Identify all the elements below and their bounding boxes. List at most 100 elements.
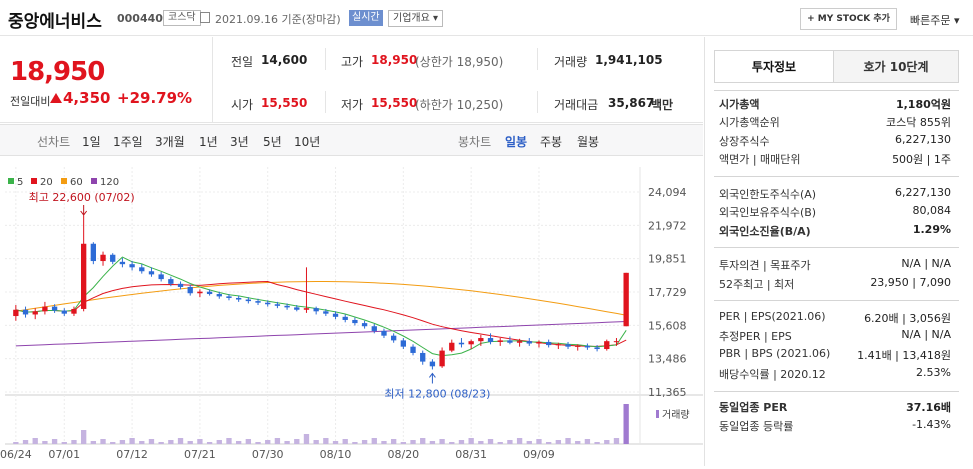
y-tick-label: 24,094 — [648, 186, 687, 199]
ma60-line — [15, 281, 627, 316]
company-overview-button[interactable]: 기업개요 ▾ — [388, 10, 443, 27]
calendar-icon — [200, 12, 210, 23]
min-arrow-icon — [429, 372, 436, 384]
candle-body — [410, 346, 416, 353]
info-label: 외국인소진율(B/A) — [719, 225, 811, 238]
info-row: PER | EPS(2021.06) 6.20배 | 3,056원 — [719, 310, 951, 328]
info-value: 6,227,130 — [895, 133, 951, 146]
y-tick-label: 13,486 — [648, 353, 687, 366]
period-5y[interactable]: 5년 — [263, 135, 282, 149]
x-tick-label: 07/21 — [184, 448, 216, 461]
info-row: 추정PER | EPS N/A | N/A — [719, 328, 951, 346]
volume-bar — [284, 441, 290, 444]
volume-bar — [32, 438, 38, 444]
prev-close-value: 14,600 — [261, 53, 308, 67]
y-tick-label: 15,608 — [648, 319, 687, 332]
candle-weekly[interactable]: 주봉 — [540, 135, 563, 149]
candle-body — [449, 342, 455, 351]
divider — [537, 48, 538, 70]
period-3y[interactable]: 3년 — [230, 135, 249, 149]
candle-monthly[interactable]: 월봉 — [577, 135, 600, 149]
volume-bar — [226, 438, 232, 444]
y-tick-label: 17,729 — [648, 286, 687, 299]
info-value: -1.43% — [912, 418, 951, 431]
date-text: 2021.09.16 기준(장마감) — [215, 13, 341, 26]
volume-bar — [110, 442, 116, 444]
volume-bar — [51, 439, 58, 444]
divider — [537, 91, 538, 113]
info-value: 23,950 | 7,090 — [870, 276, 951, 289]
candle-body — [158, 274, 164, 280]
lower-limit-text: (하한가 10,250) — [415, 98, 504, 112]
tab-underline — [714, 82, 959, 83]
volume-bar — [516, 438, 523, 444]
volume-bar — [478, 441, 484, 444]
info-label: 배당수익률 | 2020.12 — [719, 368, 826, 381]
info-row: 외국인소진율(B/A) 1.29% — [719, 223, 951, 241]
add-mystock-button[interactable]: + MY STOCK 추가 — [800, 8, 897, 30]
legend-swatch — [91, 178, 97, 184]
volume-bar — [604, 440, 610, 444]
period-10y[interactable]: 10년 — [294, 135, 321, 149]
period-1y[interactable]: 1년 — [199, 135, 218, 149]
prev-day-label: 전일대비 — [10, 95, 51, 108]
low-value: 15,550 — [371, 96, 418, 110]
period-3m[interactable]: 3개월 — [155, 135, 185, 149]
candle-body — [400, 340, 407, 347]
line-chart-title: 선차트 — [37, 135, 71, 149]
x-tick-label: 08/10 — [320, 448, 352, 461]
candle-body — [168, 279, 174, 284]
volume-bar — [313, 440, 319, 444]
x-tick-label: 09/09 — [523, 448, 555, 461]
volume-label: 거래량 — [554, 55, 588, 69]
stock-chart[interactable]: 24,094 21,972 19,851 17,729 15,608 13,486 11,3… — [0, 157, 705, 466]
volume-bar — [497, 442, 503, 444]
investment-info-panel — [704, 37, 973, 466]
volume-bar — [323, 438, 329, 444]
volume-bar — [381, 441, 387, 444]
volume-bar — [129, 438, 135, 444]
volume-bar — [449, 442, 455, 444]
legend-label: 60 — [70, 177, 83, 188]
volume-bar — [458, 440, 465, 444]
live-badge[interactable]: 실시간 — [349, 10, 383, 26]
legend-swatch — [8, 178, 14, 184]
volume-bar — [565, 438, 571, 444]
period-1w[interactable]: 1주일 — [113, 135, 143, 149]
upper-limit-text: (상한가 18,950) — [415, 55, 504, 69]
candle-body — [420, 352, 426, 362]
min-annotation: 최저 12,800 (08/23) — [384, 387, 490, 400]
divider — [212, 37, 213, 123]
volume-bar — [439, 439, 445, 444]
ma5-line — [15, 256, 627, 357]
volume-bar — [294, 439, 300, 444]
info-label: PER | EPS(2021.06) — [719, 310, 826, 323]
info-value: N/A | N/A — [901, 328, 951, 341]
candle-body — [51, 306, 58, 311]
chart-svg[interactable]: 24,094 21,972 19,851 17,729 15,608 13,486 11,3… — [0, 157, 705, 466]
info-divider — [714, 247, 959, 248]
info-label: 액면가 | 매매단위 — [719, 153, 801, 166]
ma20-line — [15, 280, 627, 347]
tab-order-book[interactable]: 호가 10단계 — [833, 50, 959, 83]
volume-bar — [303, 434, 310, 444]
info-label: 상장주식수 — [719, 135, 770, 148]
volume-bar — [206, 442, 213, 444]
info-label: 동일업종 PER — [719, 401, 788, 414]
y-tick-label: 21,972 — [648, 219, 687, 232]
info-value: 37.16배 — [906, 401, 951, 414]
period-1d[interactable]: 1일 — [82, 135, 101, 149]
volume-bar — [187, 441, 193, 444]
quick-order-button[interactable]: 빠른주문 ▾ — [910, 14, 960, 27]
x-tick-label: 07/01 — [48, 448, 80, 461]
candle-body — [129, 264, 135, 268]
info-row: 동일업종 등락률 -1.43% — [719, 418, 951, 436]
candle-body — [284, 305, 290, 308]
legend-swatch — [61, 178, 67, 184]
candle-body — [61, 310, 67, 314]
candle-daily[interactable]: 일봉 — [505, 135, 528, 149]
tab-investment-info[interactable]: 투자정보 — [714, 50, 834, 83]
info-row: 동일업종 PER 37.16배 — [719, 399, 951, 417]
stock-name: 중앙에너비스 — [8, 12, 102, 32]
volume-bar — [371, 438, 377, 444]
